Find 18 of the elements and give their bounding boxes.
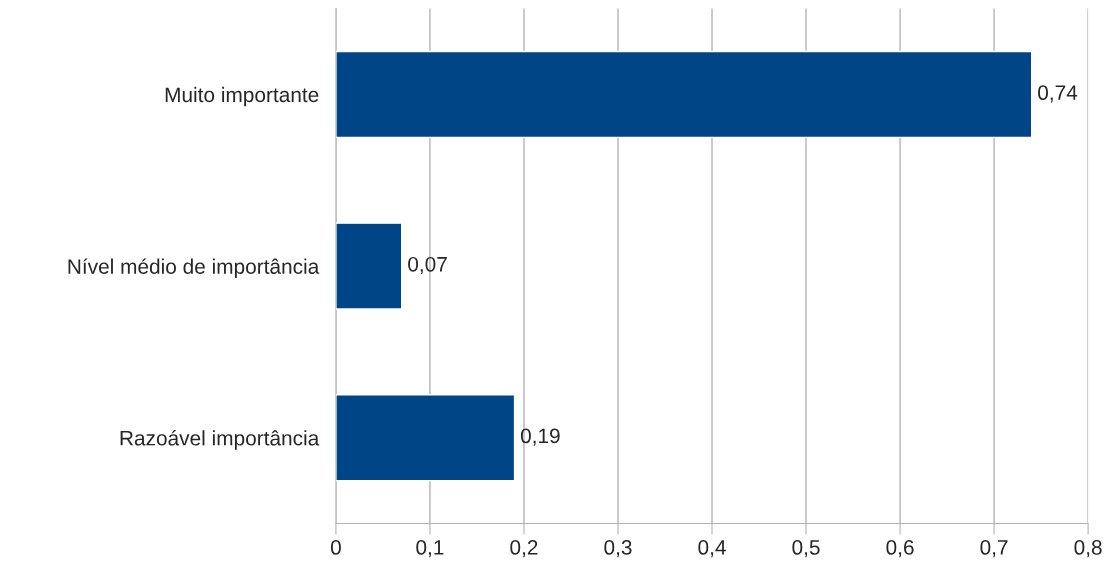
x-tick-label: 0,6: [886, 540, 914, 558]
data-label: 0,19: [520, 428, 560, 446]
data-label: 0,74: [1038, 85, 1078, 103]
y-tick-label: Razoável importância: [120, 430, 320, 450]
x-tick-label: 0,1: [416, 540, 444, 558]
y-tick-label: Muito importante: [165, 86, 319, 107]
x-tick-label: 0,4: [698, 540, 726, 558]
x-tick-label: 0,2: [510, 540, 538, 558]
bar: [335, 222, 403, 310]
x-tick-label: 0,7: [980, 540, 1008, 558]
data-label: 0,07: [408, 256, 447, 275]
x-tick-label: 0,3: [604, 540, 632, 558]
y-tick-label: Nível médio de importância: [68, 258, 320, 279]
bar: [335, 50, 1033, 139]
x-tick-label: 0: [330, 540, 341, 555]
x-tick-label: 0,5: [792, 540, 820, 558]
x-tick-label: 0,8: [1074, 540, 1102, 558]
bar: [335, 394, 516, 482]
